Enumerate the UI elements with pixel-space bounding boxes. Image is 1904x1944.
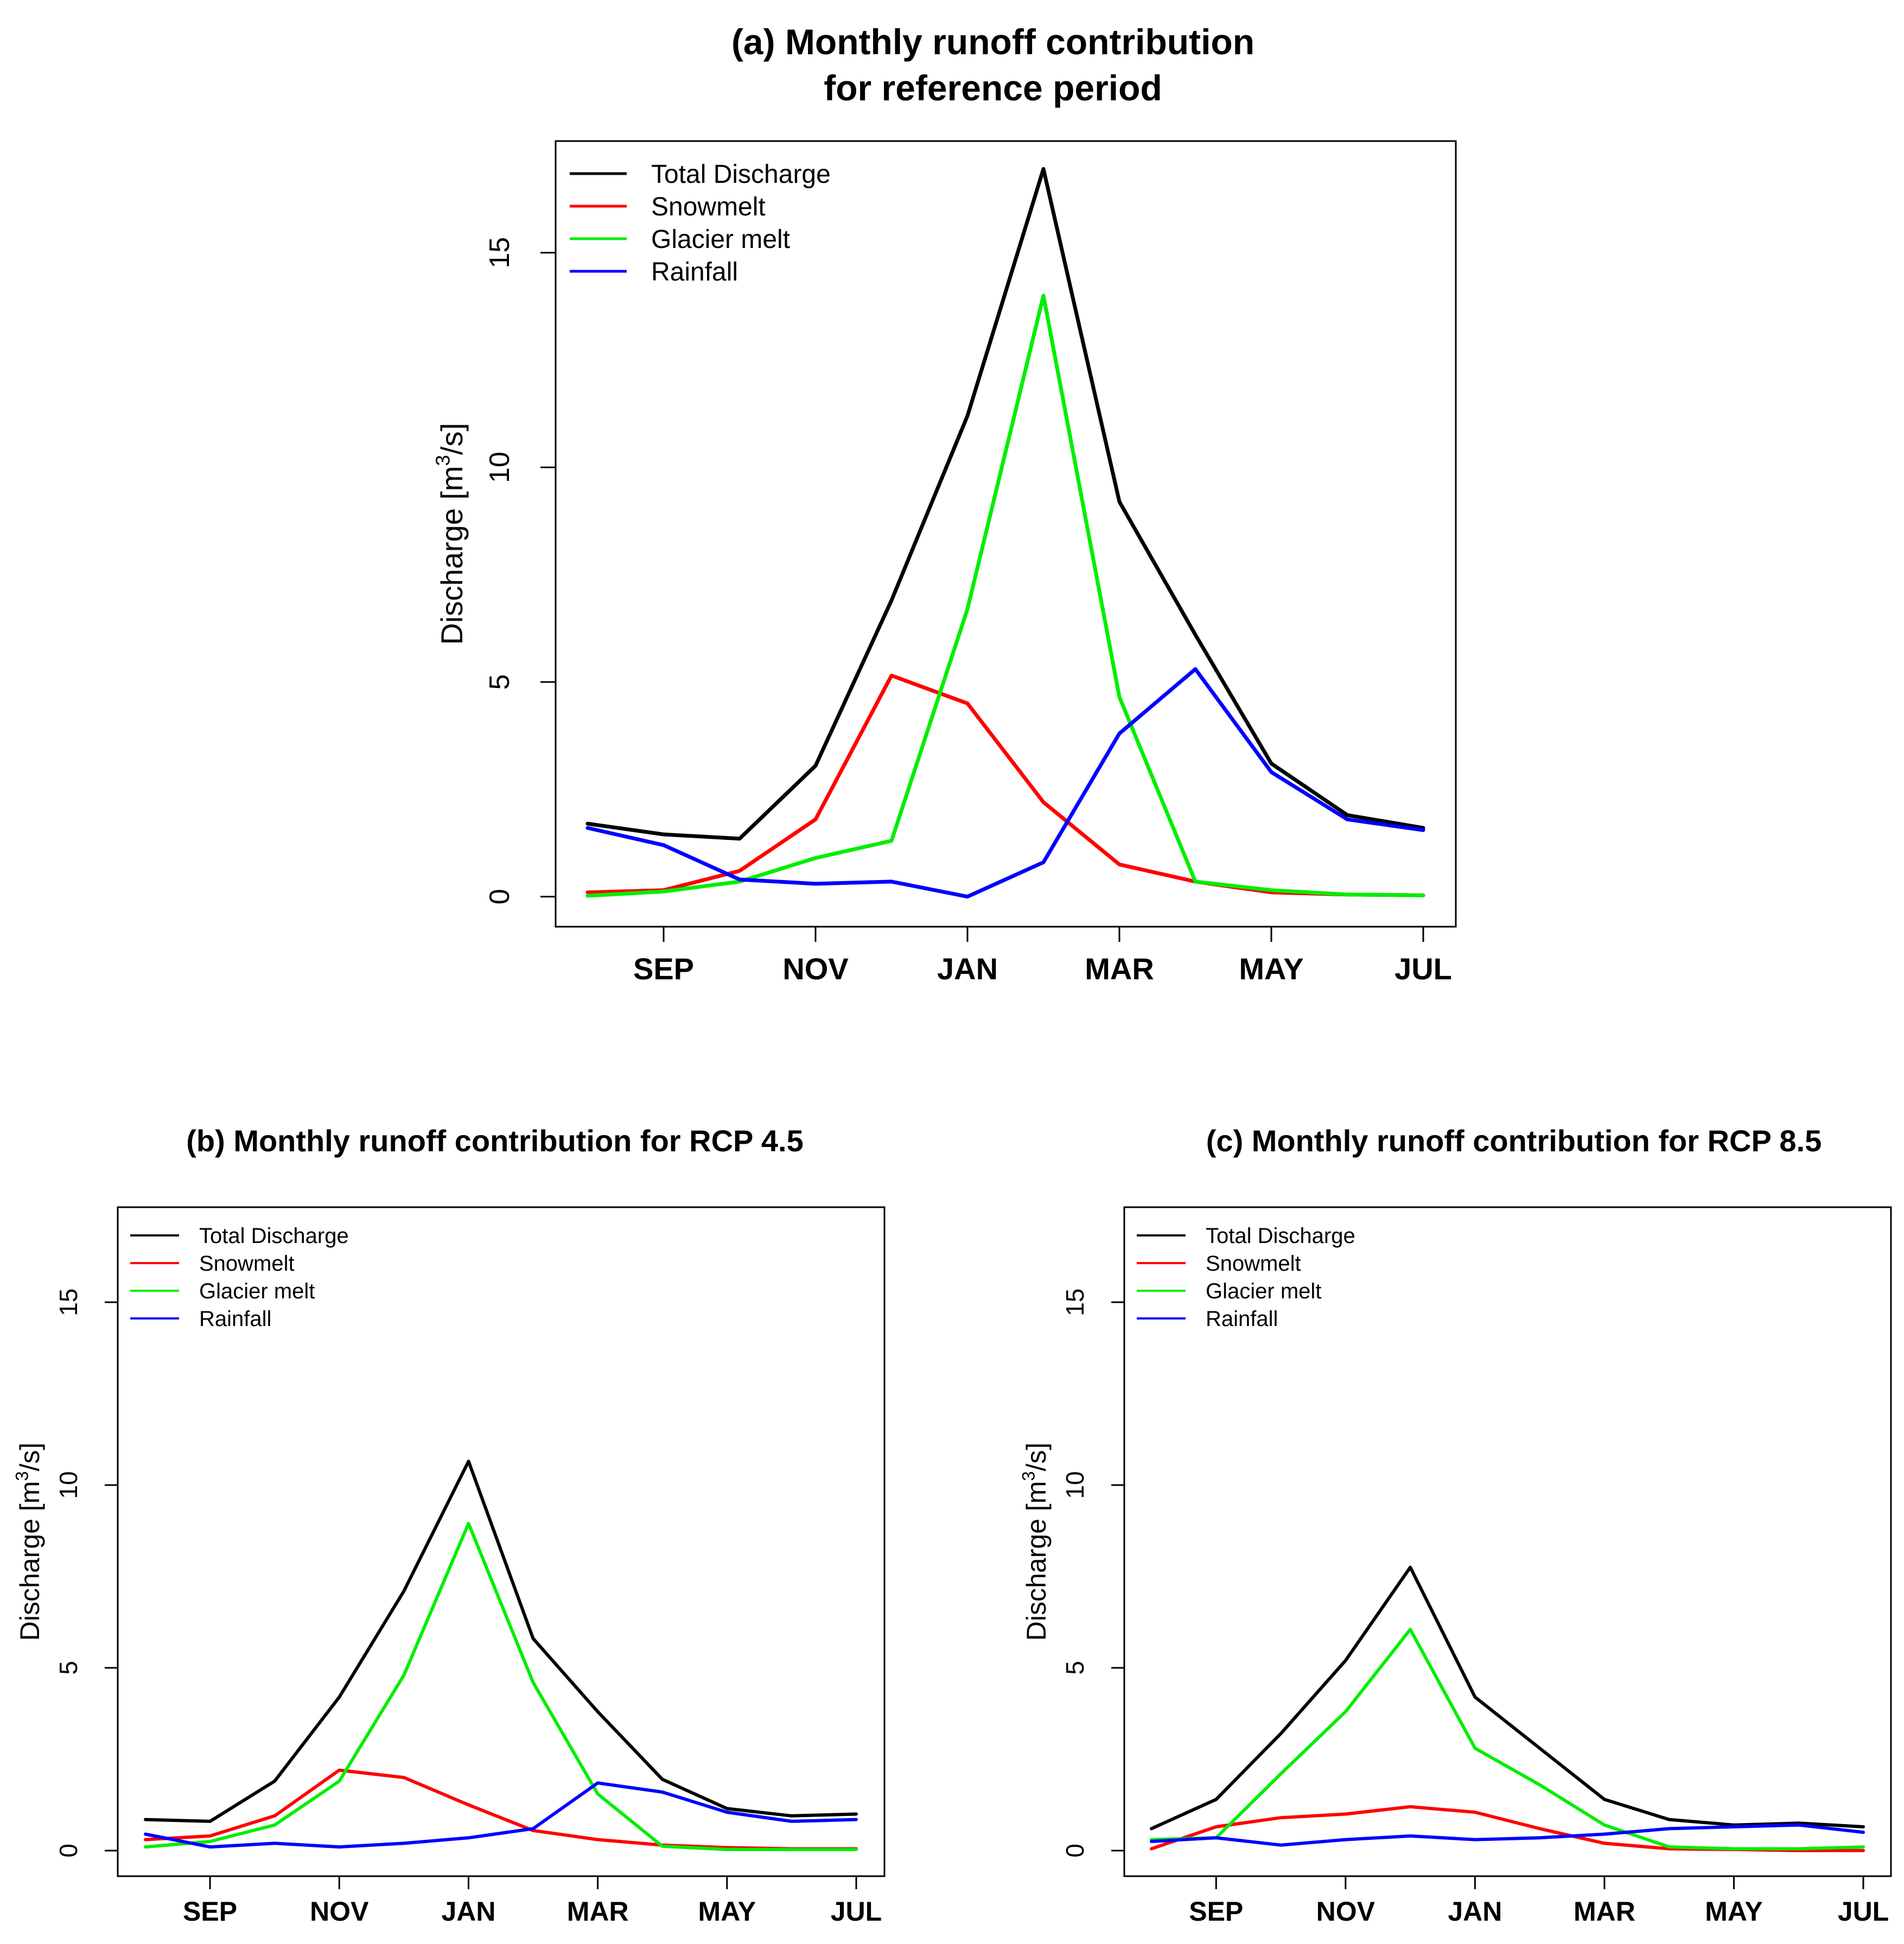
y-tick-label: 15 [484,237,515,269]
x-tick-label: JAN [1448,1896,1502,1927]
series-line-total-discharge [585,167,1425,841]
x-tick-label: JUL [1394,952,1452,986]
series-line-snowmelt [585,673,1425,897]
x-tick-label: MAR [567,1896,629,1927]
series-line-glacier-melt [1150,1628,1865,1851]
legend-label: Rainfall [1206,1307,1278,1331]
y-tick-label: 10 [54,1471,82,1499]
x-tick-label: JAN [937,952,998,986]
y-tick-label: 0 [484,889,515,904]
x-tick-label: SEP [183,1896,237,1927]
legend-label: Rainfall [651,258,738,286]
chart-title: for reference period [824,68,1162,108]
legend-label: Total Discharge [1206,1224,1355,1248]
legend-label: Glacier melt [651,225,790,254]
y-tick-label: 0 [1061,1844,1089,1858]
x-tick-label: MAY [1239,952,1303,986]
legend-label: Glacier melt [1206,1279,1321,1303]
x-tick-label: NOV [310,1896,369,1927]
x-tick-label: MAY [698,1896,756,1927]
x-tick-label: SEP [1189,1896,1243,1927]
chart-panel-a: (a) Monthly runoff contribution for refer… [432,22,1457,986]
legend-label: Rainfall [199,1307,271,1331]
y-tick-label: 15 [1061,1289,1089,1316]
y-tick-label: 15 [54,1289,82,1316]
chart-panel-b: (b) Monthly runoff contribution for RCP … [12,1124,886,1927]
legend-label: Snowmelt [1206,1252,1301,1276]
series-line-glacier-melt [144,1521,858,1851]
x-tick-label: NOV [1316,1896,1376,1927]
legend-label: Snowmelt [651,193,766,221]
legend-label: Snowmelt [199,1252,295,1276]
chart-title: (b) Monthly runoff contribution for RCP … [186,1124,804,1158]
x-tick-label: MAY [1705,1896,1763,1927]
y-axis-label: Discharge [m3/s] [432,423,469,645]
y-tick-label: 10 [484,451,515,483]
series-line-rainfall [144,1781,858,1849]
y-axis-label: Discharge [m3/s] [12,1443,45,1641]
legend-label: Total Discharge [651,160,831,189]
chart-title: (c) Monthly runoff contribution for RCP … [1206,1124,1822,1158]
y-tick-label: 5 [1061,1661,1089,1675]
x-tick-label: MAR [1085,952,1154,986]
x-tick-label: JUL [831,1896,882,1927]
x-tick-label: SEP [633,952,694,986]
series-line-total-discharge [144,1459,858,1823]
x-tick-label: NOV [782,952,848,986]
series-line-rainfall [1150,1823,1865,1847]
legend-label: Total Discharge [199,1224,349,1248]
x-tick-label: JUL [1838,1896,1889,1927]
y-tick-label: 5 [484,674,515,690]
legend-label: Glacier melt [199,1279,315,1303]
chart-panel-c: (c) Monthly runoff contribution for RCP … [1018,1124,1892,1927]
y-tick-label: 5 [54,1661,82,1675]
series-line-rainfall [585,667,1425,899]
x-tick-label: JAN [441,1896,495,1927]
y-tick-label: 10 [1061,1471,1089,1499]
y-tick-label: 0 [54,1844,82,1858]
chart-title: (a) Monthly runoff contribution [731,22,1255,62]
series-line-total-discharge [1150,1565,1865,1831]
y-axis-label: Discharge [m3/s] [1018,1443,1052,1641]
x-tick-label: MAR [1574,1896,1635,1927]
series-line-snowmelt [144,1768,858,1851]
series-line-glacier-melt [585,294,1425,898]
